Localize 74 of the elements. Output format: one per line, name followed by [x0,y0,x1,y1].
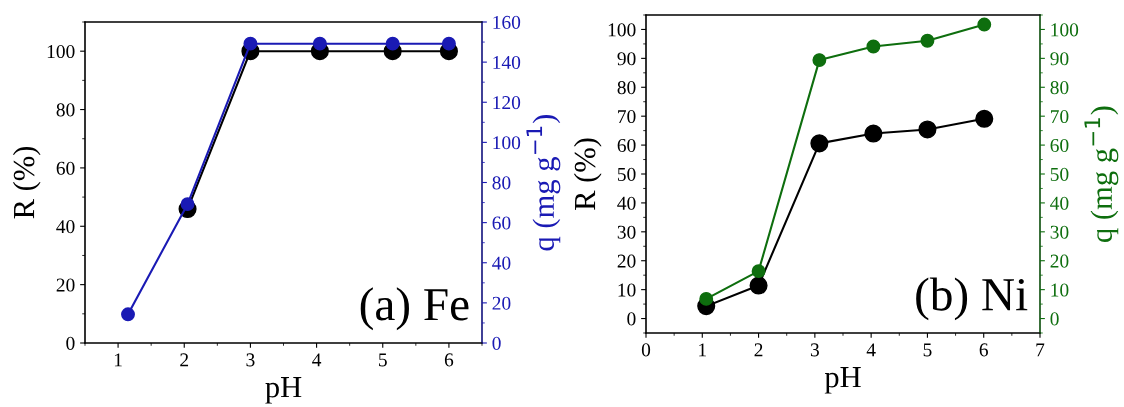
y2-tick-label: 60 [492,216,511,230]
x-tick-label: 7 [1036,343,1045,357]
y2-tick-label: 20 [492,296,511,310]
point [864,124,883,143]
y2-tick-label: 0 [1050,312,1059,326]
point [312,36,327,51]
y-axis-title: R (%) [573,138,602,211]
y2-tick-label: 80 [492,176,511,190]
y-tick-label: 10 [618,283,636,297]
y2-tick-label: 50 [1050,167,1069,181]
y2-tick-label: 40 [1050,196,1069,210]
annotation: (b) Ni [916,277,1028,321]
y-tick-label: 80 [617,81,636,95]
y-tick-label: 80 [56,103,75,117]
point [441,36,456,51]
y2-tick-label: 100 [1051,23,1079,37]
point [121,307,135,322]
y-tick-label: 60 [56,161,75,175]
x-tick-label: 3 [246,353,255,367]
point [975,109,994,128]
y-axis-title: R (%) [12,146,41,219]
point [699,291,714,306]
y2-tick-label: 10 [1051,283,1069,297]
point [977,17,992,32]
y-tick-label: 100 [47,45,75,59]
y-tick-label: 20 [56,278,75,292]
y-tick-label: 30 [617,225,636,239]
point [243,36,258,51]
y2-tick-label: 120 [493,96,521,110]
point [385,36,400,51]
x-tick-label: 4 [866,343,876,357]
x-tick-label: 2 [180,353,189,367]
y-tick-label: 60 [617,138,636,153]
x-tick-label: 1 [114,353,122,367]
point [810,134,829,153]
y2-tick-label: 140 [493,55,521,70]
x-tick-label: 6 [979,343,988,357]
x-tick-label: 2 [754,343,763,357]
y2-tick-label: 60 [1050,138,1069,153]
y-tick-label: 40 [617,196,636,210]
y2-tick-label: 30 [1050,225,1069,239]
x-axis-title: pH [265,377,302,404]
x-tick-label: 3 [810,343,819,357]
y-tick-label: 100 [608,23,636,37]
point [749,276,768,295]
y2-tick-label: 20 [1050,254,1069,268]
y2-tick-label: 90 [1050,52,1069,66]
x-tick-label: 6 [444,353,454,367]
x-tick-label: 5 [923,343,932,357]
y-tick-label: 20 [617,254,636,268]
annotation: (a) Fe [360,287,469,331]
point [918,120,937,139]
x-tick-label: 5 [379,353,387,367]
y-tick-label: 40 [56,220,75,234]
x-tick-label: 4 [312,353,322,367]
point [180,197,195,212]
y-tick-label: 90 [617,52,636,66]
x-tick-label: 1 [699,343,706,357]
point [812,53,827,68]
x-tick-label: 0 [641,343,651,357]
y-tick-label: 0 [627,312,636,326]
y-tick-label: 70 [618,110,636,124]
y2-axis-title: q (mg g$^{−1}$) [1084,106,1119,242]
point [920,33,935,48]
y2-axis-title: q (mg g$^{−1}$) [526,115,561,251]
y2-tick-label: 100 [493,136,521,150]
y-tick-label: 50 [617,167,636,181]
point [751,264,766,279]
y2-tick-label: 70 [1051,110,1069,124]
point [866,39,881,54]
y2-tick-label: 40 [492,256,511,270]
x-axis-title: pH [824,367,861,394]
y2-tick-label: 160 [493,15,521,29]
y2-tick-label: 80 [1050,81,1069,95]
